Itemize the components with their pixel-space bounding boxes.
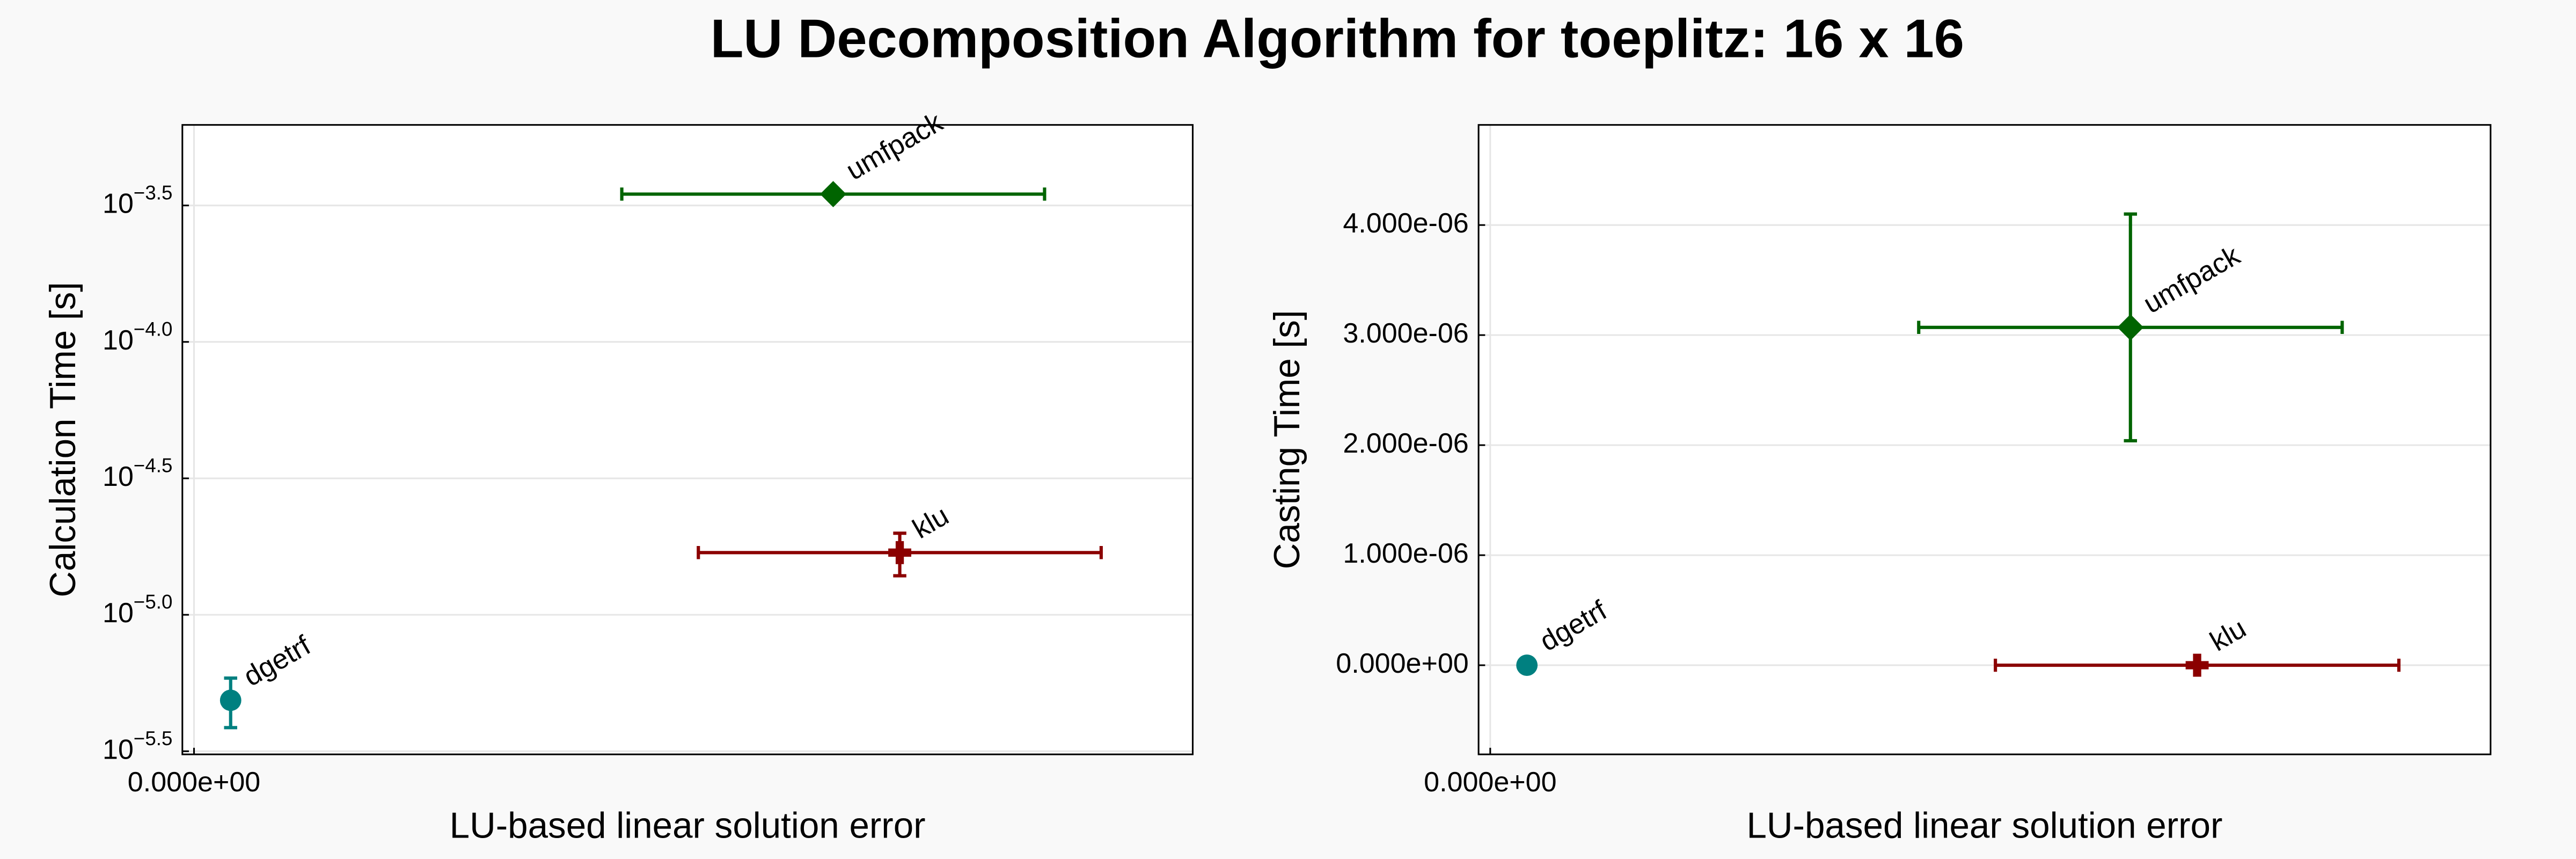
y-tick-label: 10−4.0	[103, 318, 172, 355]
y-tick-exponent: −5.5	[134, 727, 173, 749]
y-tick-base: 10	[103, 598, 134, 629]
x-axis-label: LU-based linear solution error	[1746, 806, 2222, 846]
y-tick-exponent: −4.0	[134, 318, 173, 340]
figure-title: LU Decomposition Algorithm for toeplitz:…	[711, 9, 1964, 69]
y-axis-label: Calculation Time [s]	[43, 282, 83, 597]
y-tick-label: 0.000e+00	[1336, 648, 1468, 679]
y-tick-base: 10	[103, 734, 134, 765]
x-axis-label: LU-based linear solution error	[450, 806, 926, 846]
y-tick-label: 10−5.0	[103, 591, 172, 628]
y-tick-label: 4.000e-06	[1343, 208, 1468, 239]
plot-frame	[1477, 124, 2492, 755]
x-tick-label: 0.000e+00	[128, 767, 260, 798]
point	[219, 689, 241, 711]
y-tick-label: 10−5.5	[103, 727, 172, 765]
point	[2185, 653, 2209, 677]
y-tick-base: 10	[103, 461, 134, 492]
y-tick-exponent: −3.5	[134, 181, 173, 203]
plot-area	[1479, 125, 2491, 755]
point	[1516, 654, 1538, 676]
y-tick-label: 2.000e-06	[1343, 428, 1468, 459]
y-tick-label: 3.000e-06	[1343, 318, 1468, 349]
y-axis-label: Casting Time [s]	[1267, 310, 1307, 570]
plot-frame	[181, 124, 1194, 755]
point	[888, 541, 912, 564]
y-tick-label: 10−4.5	[103, 454, 172, 492]
plot-area	[182, 125, 1193, 755]
x-tick-label: 0.000e+00	[1424, 767, 1556, 798]
y-tick-label: 1.000e-06	[1343, 538, 1468, 569]
y-tick-exponent: −4.5	[134, 454, 173, 476]
y-tick-exponent: −5.0	[134, 591, 173, 613]
y-tick-label: 10−3.5	[103, 181, 172, 219]
y-tick-base: 10	[103, 188, 134, 219]
y-tick-base: 10	[103, 325, 134, 356]
